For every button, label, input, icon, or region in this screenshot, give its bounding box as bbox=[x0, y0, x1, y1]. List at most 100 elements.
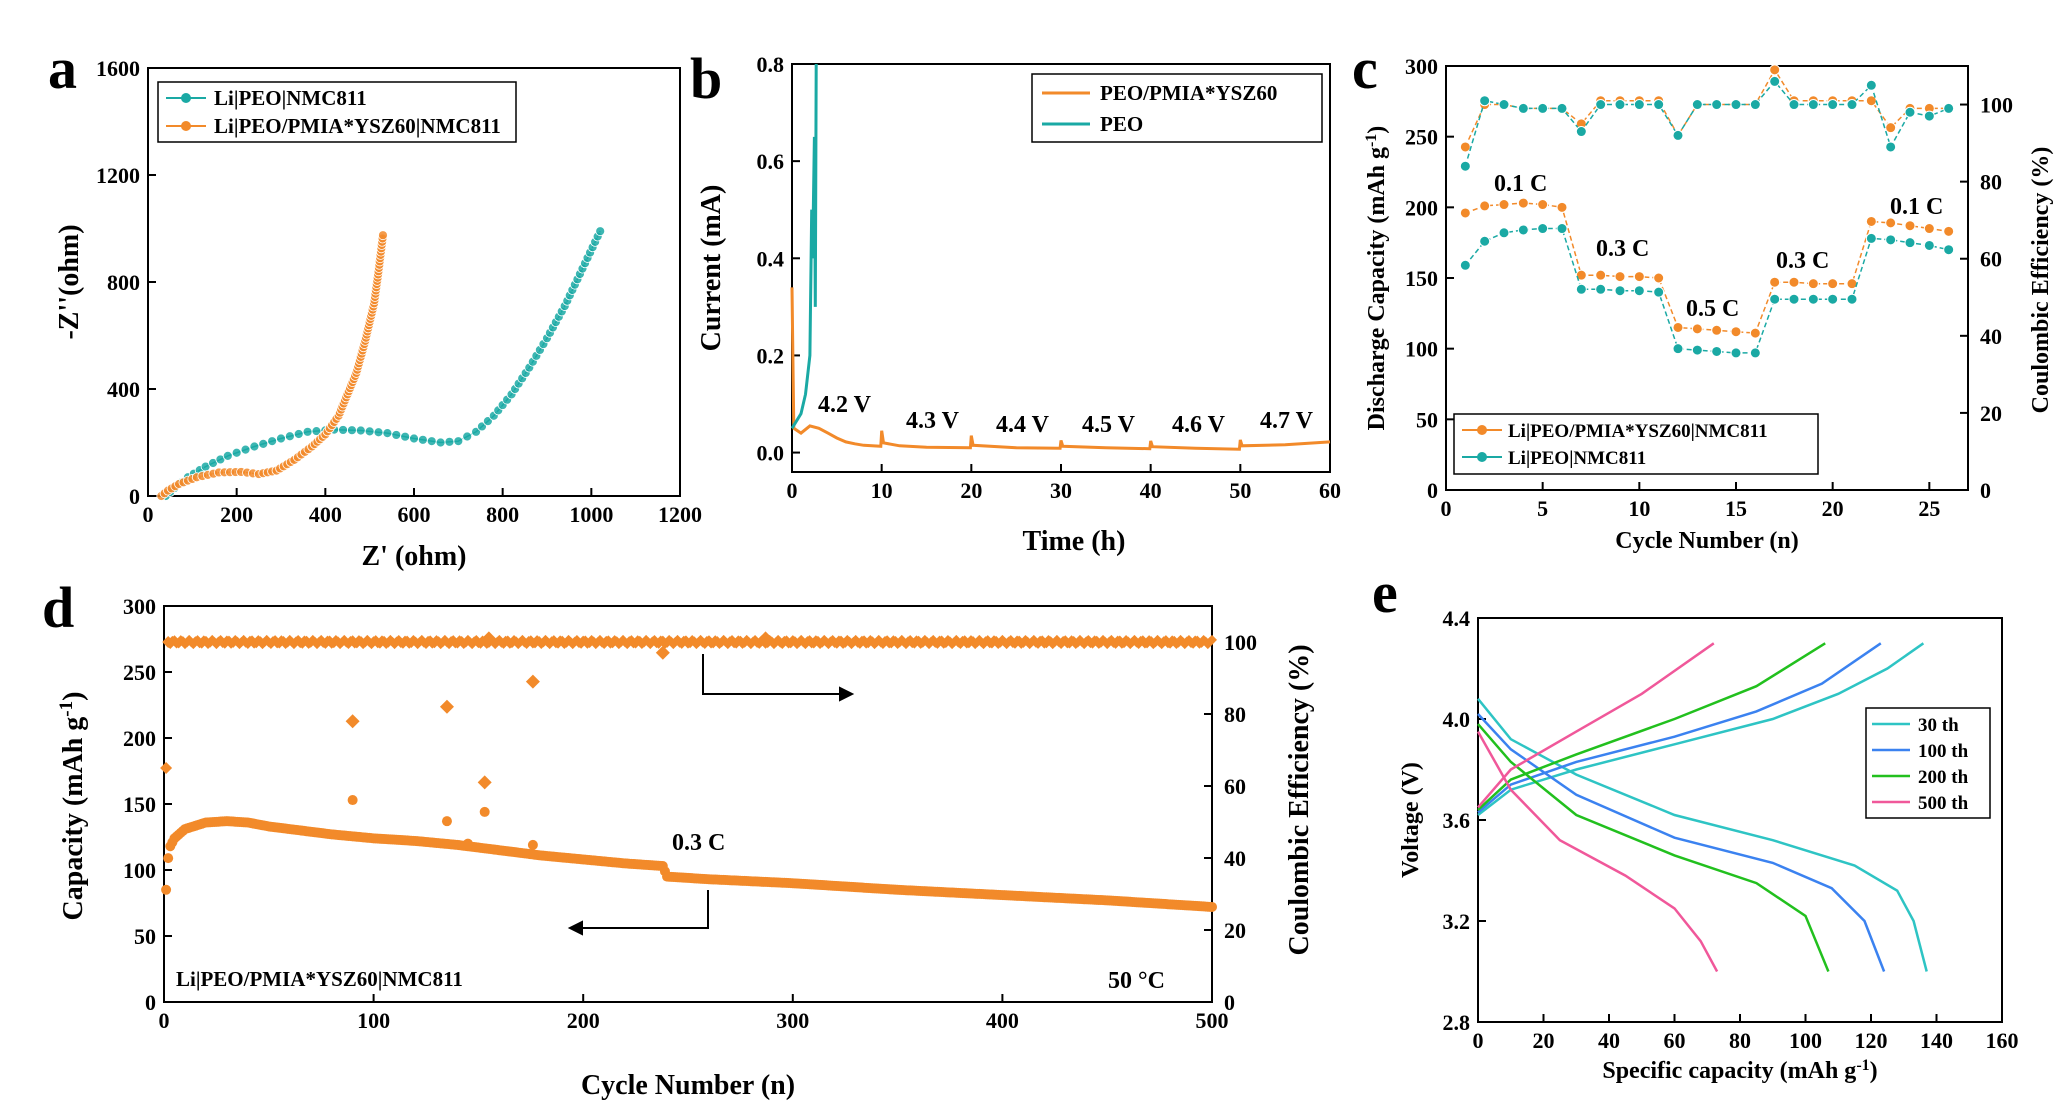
data-point bbox=[1653, 272, 1665, 284]
y-right-tick-label: 80 bbox=[1980, 170, 2002, 195]
x-tick-label: 40 bbox=[1140, 478, 1162, 503]
legend-box bbox=[1031, 73, 1323, 143]
data-point bbox=[1730, 347, 1742, 359]
x-tick-label: 1000 bbox=[569, 502, 613, 527]
y-right-tick-label: 60 bbox=[1224, 774, 1246, 799]
annotation-temperature: 50 °C bbox=[1108, 968, 1165, 994]
data-point bbox=[1807, 99, 1819, 111]
data-point bbox=[1865, 232, 1877, 244]
x-tick-label: 0 bbox=[143, 502, 154, 527]
panel-letter-d: d bbox=[42, 575, 74, 640]
data-point bbox=[1498, 199, 1510, 211]
data-point bbox=[1614, 285, 1626, 297]
x-tick-label: 0 bbox=[1441, 496, 1452, 521]
data-point bbox=[1904, 220, 1916, 232]
y-tick-label: 0.2 bbox=[757, 343, 785, 368]
data-point bbox=[347, 425, 357, 436]
legend-box bbox=[157, 81, 517, 143]
y-axis-label-right: Coulombic Efficiency (%) bbox=[2028, 147, 2054, 414]
annotation-0-1c-left: 0.1 C bbox=[1494, 171, 1547, 197]
x-tick-label: 15 bbox=[1725, 496, 1747, 521]
annotation-4-5v: 4.5 V bbox=[1082, 412, 1136, 438]
legend-item-1: PEO bbox=[1100, 112, 1143, 136]
y-axis-label-left: Discharge Capacity (mAh g-1) bbox=[1363, 126, 1391, 431]
legend-item-1: 100 th bbox=[1918, 741, 1969, 762]
y-right-tick-label: 40 bbox=[1980, 324, 2002, 349]
data-point bbox=[1459, 259, 1471, 271]
data-point bbox=[373, 427, 384, 438]
data-point bbox=[400, 431, 411, 442]
x-tick-label: 800 bbox=[486, 502, 519, 527]
charge-curve-2 bbox=[1477, 642, 1826, 811]
y-tick-label: 150 bbox=[1405, 266, 1438, 291]
x-tick-label: 140 bbox=[1920, 1028, 1953, 1053]
discharge-curve-1 bbox=[1477, 713, 1886, 972]
legend-item-0: Li|PEO/PMIA*YSZ60|NMC811 bbox=[1508, 421, 1768, 442]
y-tick-label: 0.8 bbox=[757, 52, 785, 77]
y-right-tick-label: 100 bbox=[1980, 93, 2013, 118]
data-point bbox=[1788, 276, 1800, 288]
data-point bbox=[1769, 276, 1781, 288]
data-point bbox=[1749, 99, 1761, 111]
data-point bbox=[1846, 278, 1858, 290]
ce-outlier bbox=[655, 645, 670, 660]
x-tick-label: 500 bbox=[1196, 1008, 1229, 1033]
x-tick-label: 600 bbox=[398, 502, 431, 527]
x-tick-label: 300 bbox=[776, 1008, 809, 1033]
y-tick-label: 1200 bbox=[96, 163, 140, 188]
annotation-cell: Li|PEO/PMIA*YSZ60|NMC811 bbox=[176, 967, 463, 991]
data-point bbox=[1846, 293, 1858, 305]
capacity-outlier bbox=[479, 806, 490, 817]
capacity-point bbox=[1207, 901, 1217, 912]
data-point bbox=[1788, 99, 1800, 111]
data-point bbox=[1846, 99, 1858, 111]
capacity-outlier bbox=[462, 838, 473, 849]
legend: PEO/PMIA*YSZ60 PEO bbox=[1031, 73, 1323, 143]
panel-b-current: 0 10 20 30 40 50 60 0.0 0.2 0.4 0.6 0.8 Time (h) Cu… bbox=[696, 52, 1341, 557]
data-point bbox=[1653, 286, 1665, 298]
legend-item-3: 500 th bbox=[1918, 793, 1969, 814]
panel-d-ticks: 0 100 200 300 400 500050100150200250300020406… bbox=[123, 594, 1257, 1033]
data-point bbox=[338, 425, 348, 435]
data-point bbox=[231, 447, 242, 458]
x-axis-label: Z' (ohm) bbox=[362, 541, 467, 572]
data-point bbox=[240, 444, 251, 455]
data-point bbox=[364, 426, 375, 437]
panel-letter-b: b bbox=[690, 46, 722, 111]
panel-e-voltage-profiles: 0 20 40 60 80 100 120 140 160 2.8 3.2 3.6 4.0 4.4 Spe… bbox=[1398, 606, 2019, 1084]
annotation-0-5c: 0.5 C bbox=[1686, 296, 1739, 322]
y-tick-label: 3.2 bbox=[1443, 909, 1471, 934]
y-tick-label: 2.8 bbox=[1443, 1010, 1471, 1035]
ce-point bbox=[1207, 634, 1217, 645]
y-right-tick-label: 0 bbox=[1980, 478, 1991, 503]
data-point bbox=[1691, 323, 1703, 335]
x-tick-label: 200 bbox=[220, 502, 253, 527]
y-right-tick-label: 20 bbox=[1980, 401, 2002, 426]
annotation-4-7v: 4.7 V bbox=[1260, 408, 1314, 434]
y-tick-label: 150 bbox=[123, 792, 156, 817]
data-point bbox=[258, 438, 269, 449]
y-tick-label: 50 bbox=[1416, 407, 1438, 432]
data-point bbox=[284, 431, 295, 442]
legend-item-2: 200 th bbox=[1918, 767, 1969, 788]
data-point bbox=[1827, 99, 1839, 111]
panel-c-rate: 0 5 10 15 20 25050100150200250300020406080100… bbox=[1363, 54, 2055, 554]
ce-point bbox=[502, 635, 513, 646]
data-point bbox=[1904, 237, 1916, 249]
data-point bbox=[355, 425, 366, 436]
data-point bbox=[1633, 99, 1645, 111]
y-tick-label: 200 bbox=[1405, 195, 1438, 220]
data-point bbox=[1498, 227, 1510, 239]
data-point bbox=[391, 430, 402, 440]
data-point bbox=[1711, 99, 1723, 111]
data-point bbox=[453, 436, 464, 447]
data-point bbox=[1943, 225, 1955, 237]
legend-item-1: Li|PEO/PMIA*YSZ60|NMC811 bbox=[214, 114, 501, 138]
annotation-4-4v: 4.4 V bbox=[996, 412, 1050, 438]
y-tick-label: 300 bbox=[123, 594, 156, 619]
data-point bbox=[462, 431, 473, 442]
ce-outlier bbox=[481, 631, 496, 646]
y-tick-label: 800 bbox=[107, 270, 140, 295]
data-point bbox=[1691, 99, 1703, 111]
discharge-curve-2 bbox=[1477, 723, 1830, 972]
